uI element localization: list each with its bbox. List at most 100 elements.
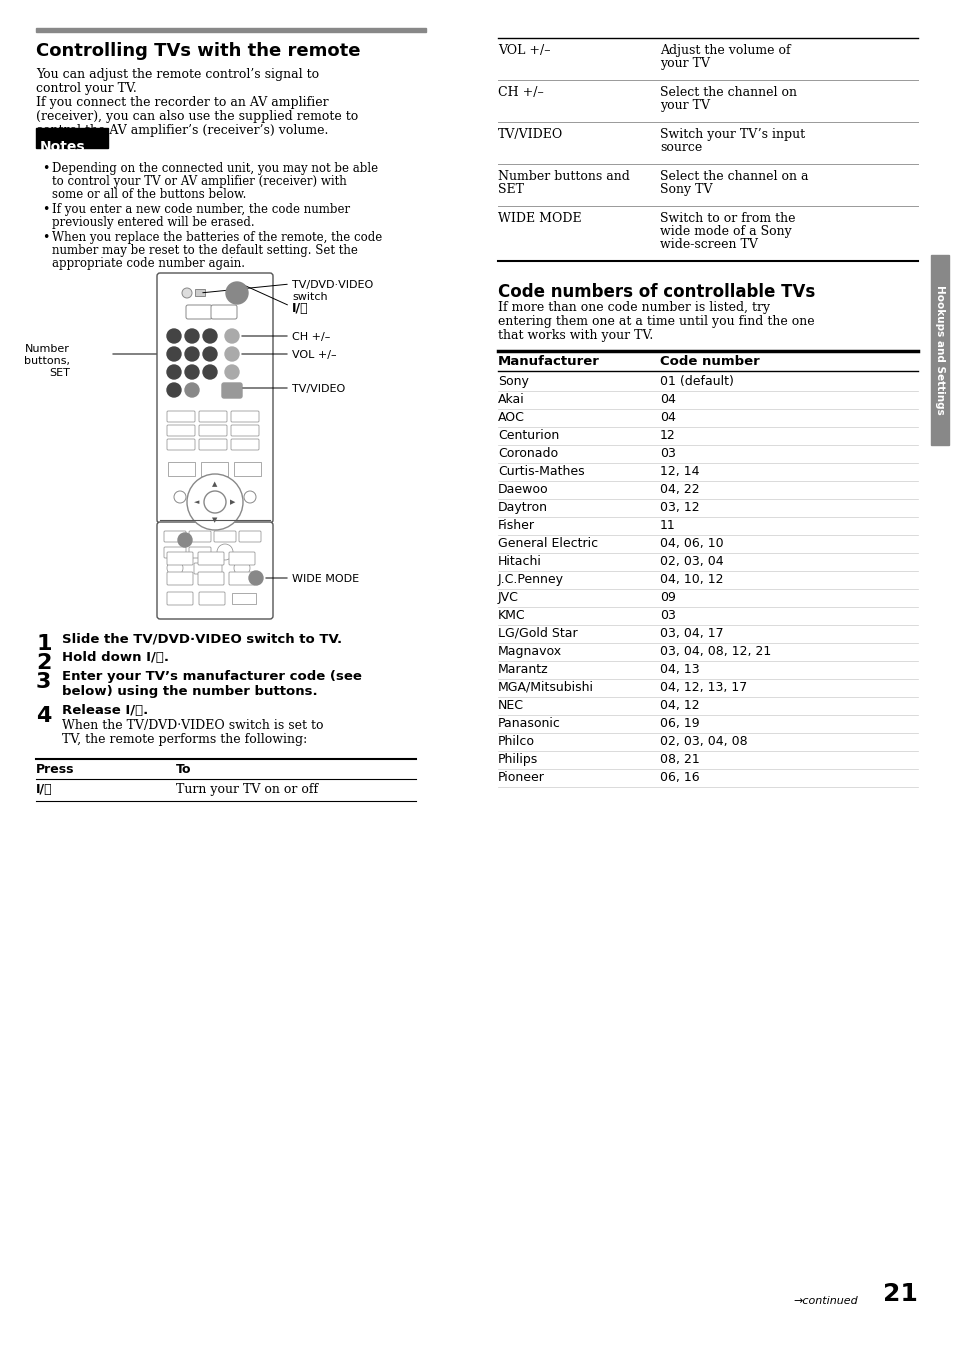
FancyBboxPatch shape [222,383,242,397]
Text: switch: switch [292,292,327,301]
Circle shape [167,383,181,397]
Text: Daewoo: Daewoo [497,483,548,496]
Text: When you replace the batteries of the remote, the code: When you replace the batteries of the re… [52,231,382,243]
Text: ▼: ▼ [213,516,217,523]
FancyBboxPatch shape [167,439,194,450]
Circle shape [233,560,250,576]
FancyBboxPatch shape [189,531,211,542]
Text: 04, 10, 12: 04, 10, 12 [659,573,722,585]
Text: entering them one at a time until you find the one: entering them one at a time until you fi… [497,315,814,329]
FancyBboxPatch shape [229,552,254,565]
Text: •: • [42,231,50,243]
Text: WIDE MODE: WIDE MODE [292,575,358,584]
Text: 04: 04 [659,411,675,425]
Text: Akai: Akai [497,393,524,406]
Circle shape [185,347,199,361]
Text: Fisher: Fisher [497,519,535,531]
Text: 08, 21: 08, 21 [659,753,699,767]
Text: Enter your TV’s manufacturer code (see: Enter your TV’s manufacturer code (see [62,671,361,683]
FancyBboxPatch shape [198,572,224,585]
Text: TV, the remote performs the following:: TV, the remote performs the following: [62,733,307,746]
Text: If more than one code number is listed, try: If more than one code number is listed, … [497,301,769,314]
Text: 04, 12: 04, 12 [659,699,699,713]
Text: Code numbers of controllable TVs: Code numbers of controllable TVs [497,283,815,301]
Text: VOL +/–: VOL +/– [292,350,336,360]
Circle shape [216,544,233,560]
Text: LG/Gold Star: LG/Gold Star [497,627,577,639]
Text: 5: 5 [190,352,194,357]
FancyBboxPatch shape [199,411,227,422]
Text: JVC: JVC [497,591,518,604]
Bar [201,462,228,476]
Text: 03, 12: 03, 12 [659,502,699,514]
Text: Switch your TV’s input: Switch your TV’s input [659,128,804,141]
Circle shape [225,365,239,379]
Text: 09: 09 [659,591,675,604]
FancyBboxPatch shape [198,552,224,565]
Text: your TV: your TV [659,57,709,70]
Text: Hookups and Settings: Hookups and Settings [934,285,944,415]
FancyBboxPatch shape [231,425,258,435]
FancyBboxPatch shape [157,273,273,523]
Text: TV/VIDEO: TV/VIDEO [292,384,345,393]
Text: control your TV.: control your TV. [36,82,136,95]
Text: SET: SET [49,368,70,379]
Circle shape [167,329,181,343]
Circle shape [173,491,186,503]
Text: NEC: NEC [497,699,523,713]
Text: CH +/–: CH +/– [497,87,543,99]
FancyBboxPatch shape [199,425,227,435]
Text: J.C.Penney: J.C.Penney [497,573,563,585]
Circle shape [249,571,263,585]
Circle shape [244,491,255,503]
Text: I/ⓘ: I/ⓘ [36,783,52,796]
Text: wide mode of a Sony: wide mode of a Sony [659,224,791,238]
Text: To: To [175,763,192,776]
Text: that works with your TV.: that works with your TV. [497,329,653,342]
Text: Sony TV: Sony TV [659,183,712,196]
Text: I/ⓘ: I/ⓘ [292,301,309,315]
Circle shape [178,533,192,548]
Text: 9: 9 [208,369,213,375]
Text: your TV: your TV [659,99,709,112]
Circle shape [167,365,181,379]
Text: 8: 8 [190,369,194,375]
Circle shape [185,365,199,379]
Text: Philips: Philips [497,753,537,767]
Text: 03: 03 [659,608,675,622]
Text: Select the channel on: Select the channel on [659,87,796,99]
Circle shape [204,491,226,512]
FancyBboxPatch shape [167,411,194,422]
Text: Magnavox: Magnavox [497,645,561,658]
Text: Panasonic: Panasonic [497,717,560,730]
Text: 3: 3 [208,333,213,339]
Text: 01 (default): 01 (default) [659,375,733,388]
FancyBboxPatch shape [231,411,258,422]
FancyBboxPatch shape [167,552,193,565]
Bar [168,462,194,476]
Text: ◄: ◄ [194,499,199,506]
Text: TV/DVD·VIDEO: TV/DVD·VIDEO [292,280,373,289]
Text: below) using the number buttons.: below) using the number buttons. [62,685,317,698]
Text: MGA/Mitsubishi: MGA/Mitsubishi [497,681,594,694]
Circle shape [167,560,183,576]
FancyBboxPatch shape [186,306,212,319]
Text: wide-screen TV: wide-screen TV [659,238,757,251]
Circle shape [167,347,181,361]
Circle shape [203,347,216,361]
Text: If you enter a new code number, the code number: If you enter a new code number, the code… [52,203,350,216]
Text: SET: SET [497,183,523,196]
Text: 12, 14: 12, 14 [659,465,699,479]
Text: appropriate code number again.: appropriate code number again. [52,257,245,270]
Text: 06, 16: 06, 16 [659,771,699,784]
Text: 2: 2 [190,333,194,339]
Circle shape [185,329,199,343]
Text: AOC: AOC [497,411,524,425]
Text: 6: 6 [208,352,213,357]
Text: Hitachi: Hitachi [497,556,541,568]
Text: WIDE MODE: WIDE MODE [497,212,581,224]
Circle shape [182,288,192,297]
Text: 03, 04, 17: 03, 04, 17 [659,627,723,639]
Text: 04, 22: 04, 22 [659,483,699,496]
Text: 2: 2 [36,653,51,673]
